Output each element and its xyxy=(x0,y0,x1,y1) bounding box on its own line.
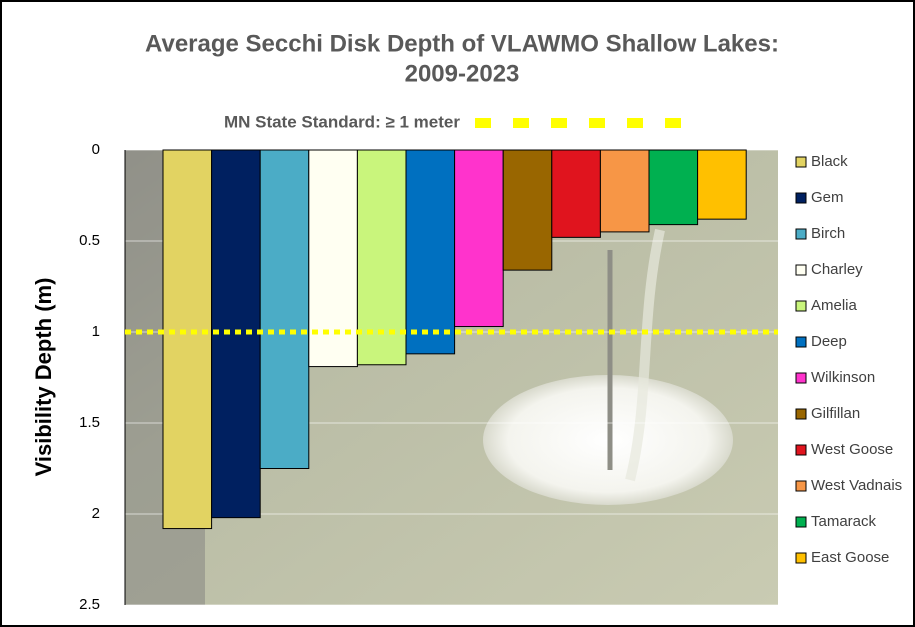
legend-label: West Vadnais xyxy=(811,477,902,494)
legend-label: Amelia xyxy=(811,297,858,314)
legend-swatch xyxy=(795,192,807,204)
legend-swatch xyxy=(795,516,807,528)
legend-swatch xyxy=(795,300,807,312)
legend-label: Deep xyxy=(811,333,847,350)
legend-swatch xyxy=(795,552,807,564)
legend-label: Black xyxy=(811,153,848,170)
bar xyxy=(648,149,699,226)
bar xyxy=(697,149,747,220)
bar xyxy=(356,149,407,366)
legend-swatch xyxy=(795,480,807,492)
y-axis-label: Visibility Depth (m) xyxy=(31,278,56,477)
y-tick-label: 1.5 xyxy=(79,414,100,431)
legend-swatch xyxy=(795,264,807,276)
y-tick-label: 0.5 xyxy=(79,232,100,249)
bar xyxy=(162,149,213,530)
bar xyxy=(454,149,504,328)
legend-swatch xyxy=(795,408,807,420)
bar xyxy=(502,149,553,271)
legend-label: Charley xyxy=(811,261,863,278)
legend-swatch xyxy=(795,372,807,384)
bar xyxy=(405,149,456,355)
y-tick-label: 0 xyxy=(92,141,100,158)
chart-subtitle: 2009-2023 xyxy=(405,60,520,87)
legend-label: Gilfillan xyxy=(811,405,860,422)
legend-swatch xyxy=(795,228,807,240)
legend-label: Gem xyxy=(811,189,844,206)
legend-label: West Goose xyxy=(811,441,893,458)
reference-label: MN State Standard: ≥ 1 meter xyxy=(224,112,460,131)
legend-swatch xyxy=(795,336,807,348)
legend-swatch xyxy=(795,156,807,168)
bar xyxy=(599,149,650,233)
legend-label: Birch xyxy=(811,225,845,242)
chart-title: Average Secchi Disk Depth of VLAWMO Shal… xyxy=(145,30,779,57)
y-tick-label: 1 xyxy=(92,323,100,340)
legend-label: Wilkinson xyxy=(811,369,875,386)
bar xyxy=(551,149,601,238)
legend-label: Tamarack xyxy=(811,513,877,530)
bar xyxy=(259,149,310,469)
legend-swatch xyxy=(795,444,807,456)
y-tick-label: 2.5 xyxy=(79,596,100,613)
legend-label: East Goose xyxy=(811,549,889,566)
y-tick-label: 2 xyxy=(92,505,100,522)
